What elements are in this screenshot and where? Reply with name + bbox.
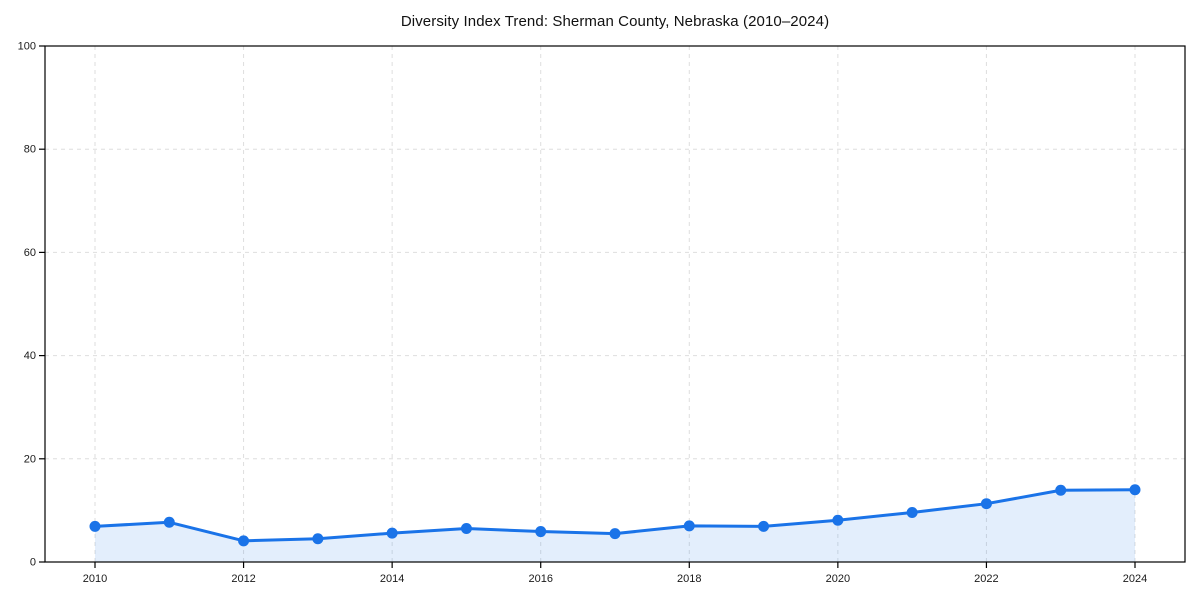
data-point: [1055, 484, 1067, 496]
gridlines: [45, 46, 1185, 562]
data-point: [906, 506, 918, 518]
data-point: [758, 520, 770, 532]
area-fill: [95, 489, 1135, 562]
x-tick-label: 2010: [83, 573, 107, 585]
data-point: [832, 514, 844, 526]
data-point: [1129, 484, 1141, 496]
x-tick-label: 2018: [677, 573, 701, 585]
data-point: [312, 533, 324, 545]
y-tick-label: 40: [24, 350, 36, 362]
y-tick-label: 20: [24, 453, 36, 465]
x-tick-label: 2020: [826, 573, 850, 585]
x-tick-label: 2016: [528, 573, 552, 585]
y-tick-label: 100: [18, 41, 36, 53]
data-point: [609, 528, 621, 540]
data-point: [386, 527, 398, 539]
data-point: [163, 516, 175, 528]
chart-title: Diversity Index Trend: Sherman County, N…: [400, 13, 830, 30]
axis-ticks: 0 20 40 60 80 100 2010 2012 2014 2016 2018 2020 2022…: [18, 41, 1148, 585]
data-point: [460, 522, 472, 534]
x-tick-label: 2024: [1123, 573, 1147, 585]
y-tick-label: 60: [24, 247, 36, 259]
data-points: [89, 484, 1141, 547]
x-tick-label: 2012: [231, 573, 255, 585]
x-tick-label: 2022: [974, 573, 998, 585]
data-point: [535, 526, 547, 538]
data-point: [980, 498, 992, 510]
y-tick-label: 0: [30, 557, 36, 569]
plot-border: [44, 45, 1186, 563]
y-tick-label: 80: [24, 144, 36, 156]
data-point: [238, 535, 250, 547]
data-point: [683, 520, 695, 532]
x-tick-label: 2014: [380, 573, 404, 585]
data-point: [89, 520, 101, 532]
